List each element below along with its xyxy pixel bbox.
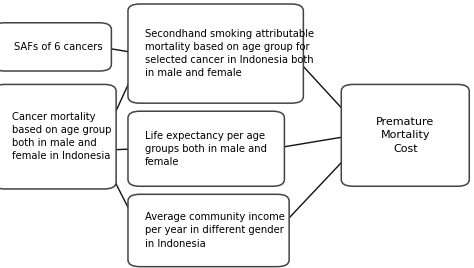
Text: Cancer mortality
based on age group
both in male and
female in Indonesia: Cancer mortality based on age group both… <box>12 112 111 162</box>
FancyBboxPatch shape <box>128 111 284 186</box>
Text: Average community income
per year in different gender
in Indonesia: Average community income per year in dif… <box>145 212 284 249</box>
FancyBboxPatch shape <box>128 194 289 267</box>
Text: Premature
Mortality
Cost: Premature Mortality Cost <box>376 117 434 154</box>
FancyBboxPatch shape <box>341 84 469 186</box>
Text: Life expectancy per age
groups both in male and
female: Life expectancy per age groups both in m… <box>145 131 266 167</box>
Text: SAFs of 6 cancers: SAFs of 6 cancers <box>14 42 103 52</box>
FancyBboxPatch shape <box>0 23 111 71</box>
FancyBboxPatch shape <box>0 84 116 189</box>
FancyBboxPatch shape <box>128 4 303 103</box>
Text: Secondhand smoking attributable
mortality based on age group for
selected cancer: Secondhand smoking attributable mortalit… <box>145 29 314 79</box>
